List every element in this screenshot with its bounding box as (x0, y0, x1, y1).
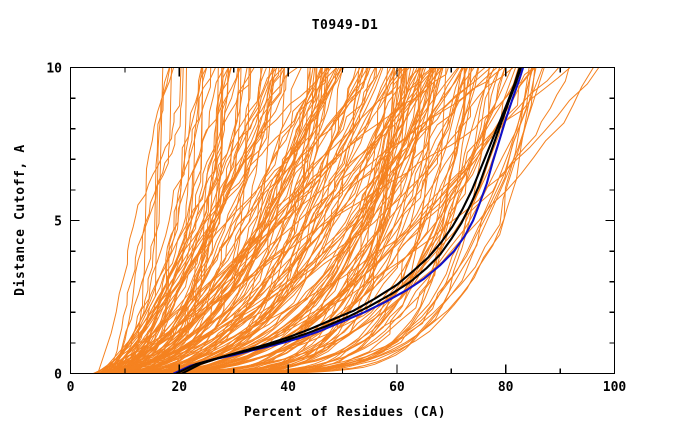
model-curve (98, 67, 224, 374)
model-curve (114, 67, 184, 374)
model-curve (113, 67, 377, 374)
model-curve (107, 67, 367, 374)
model-curve (113, 67, 371, 374)
model-curve-bundle (92, 67, 600, 374)
model-curve (111, 67, 395, 374)
model-curve (94, 67, 498, 374)
x-tick-label: 60 (389, 380, 405, 395)
model-curve (107, 67, 171, 374)
model-curve (105, 67, 242, 374)
axis-frame (69, 66, 616, 375)
plot-frame-border (69, 66, 616, 375)
model-curve (102, 67, 340, 374)
model-curve (102, 67, 517, 374)
tick-label-group: 0 20 40 60 80 100 0 5 10 (46, 62, 626, 396)
x-axis-label: Percent of Residues (CA) (244, 405, 446, 420)
model-curve (108, 67, 280, 374)
model-curve (106, 67, 442, 374)
x-tick-label: 20 (171, 380, 187, 395)
model-curve (108, 67, 408, 374)
model-curve (95, 67, 338, 374)
tick-mark-group (70, 67, 615, 374)
model-curve (99, 67, 284, 374)
model-curve (111, 67, 250, 374)
model-curve (106, 67, 365, 374)
y-tick-label: 0 (54, 368, 62, 383)
highlight-curve-highlight-black-1 (175, 67, 522, 374)
model-curve (107, 67, 431, 374)
model-curve (108, 67, 571, 374)
model-curve (109, 67, 514, 374)
model-curve (105, 67, 170, 374)
model-curve (111, 67, 239, 374)
model-curve (114, 67, 504, 374)
x-tick-label: 100 (603, 380, 627, 395)
model-curve (92, 67, 323, 374)
model-curve (103, 67, 216, 374)
x-tick-label: 40 (280, 380, 296, 395)
page-title: T0949-D1 (312, 18, 379, 33)
highlight-curve-highlight-black-2 (180, 67, 521, 374)
y-axis-label: Distance Cutoff, A (13, 144, 28, 296)
model-curve (107, 67, 460, 374)
model-curve (109, 67, 248, 374)
model-curve (100, 67, 323, 374)
model-curve (103, 67, 401, 374)
model-curve (116, 67, 274, 374)
model-curve (114, 67, 314, 374)
model-curve (100, 67, 495, 374)
model-curve (111, 67, 329, 374)
y-tick-label: 5 (54, 215, 62, 230)
y-tick-label: 10 (46, 62, 62, 77)
model-curve (99, 67, 570, 374)
model-curve (105, 67, 322, 374)
model-curve (99, 67, 302, 374)
model-curve (101, 67, 204, 374)
model-curve (114, 67, 323, 374)
model-curve (102, 67, 223, 374)
model-curve (110, 67, 433, 374)
model-curve (98, 67, 361, 374)
model-curve (102, 67, 172, 374)
model-curve (104, 67, 225, 374)
model-curve (97, 67, 182, 374)
highlight-curve-group (172, 67, 525, 374)
model-curve (106, 67, 232, 374)
x-tick-label: 80 (498, 380, 514, 395)
x-tick-label: 0 (67, 380, 75, 395)
model-curve (112, 67, 252, 374)
model-curve (99, 67, 312, 374)
model-curve (106, 67, 486, 374)
model-curve (111, 67, 338, 374)
model-curve (109, 67, 329, 374)
